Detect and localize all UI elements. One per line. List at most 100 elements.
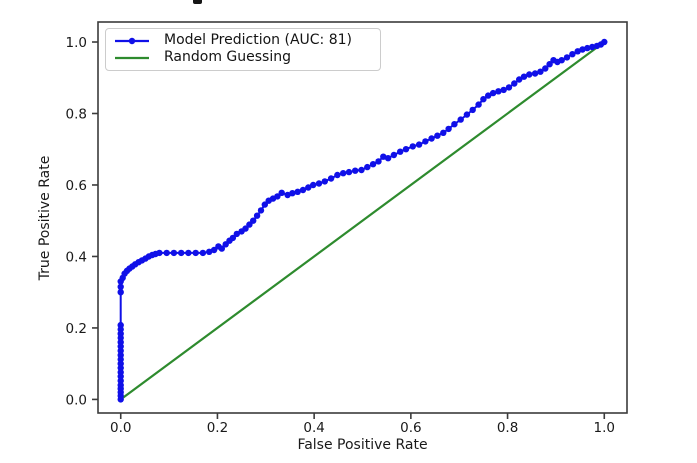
- model-prediction-marker: [250, 217, 257, 224]
- y-tick-label: 0.0: [66, 392, 87, 408]
- model-prediction-marker: [299, 186, 307, 194]
- x-tick-label: 0.8: [497, 420, 518, 436]
- model-prediction-marker: [274, 193, 281, 200]
- model-prediction-marker: [422, 138, 429, 145]
- model-prediction-marker: [334, 171, 341, 179]
- model-prediction-marker: [170, 249, 178, 257]
- model-prediction-marker: [397, 148, 404, 155]
- legend-label-model-prediction: Model Prediction (AUC: 81): [164, 32, 352, 48]
- legend-item-model-prediction: Model Prediction (AUC: 81): [114, 32, 372, 49]
- model-prediction-marker: [242, 225, 249, 232]
- cropped-title-remnant-mark: [193, 0, 202, 4]
- model-prediction-marker: [315, 180, 323, 187]
- model-prediction-marker: [358, 166, 365, 174]
- model-prediction-marker: [340, 170, 347, 177]
- model-prediction-marker: [384, 155, 392, 162]
- model-prediction-marker: [475, 101, 482, 108]
- x-tick-label: 0.0: [110, 420, 131, 436]
- model-prediction-marker: [117, 289, 124, 296]
- model-prediction-marker: [185, 249, 192, 257]
- model-prediction-marker: [218, 245, 225, 252]
- random-guessing-line: [119, 40, 606, 401]
- model-prediction-marker: [163, 249, 170, 257]
- model-prediction-marker: [511, 80, 518, 87]
- model-prediction-marker: [574, 48, 581, 55]
- model-prediction-marker: [428, 135, 435, 142]
- model-prediction-marker: [352, 167, 359, 174]
- y-tick-label: 0.4: [66, 249, 87, 265]
- model-prediction-marker: [500, 86, 507, 94]
- model-prediction-marker: [178, 249, 185, 257]
- model-prediction-marker: [117, 321, 124, 329]
- model-prediction-marker: [505, 84, 513, 91]
- model-prediction-marker: [440, 129, 447, 136]
- model-prediction-marker: [434, 132, 441, 139]
- model-prediction-marker: [415, 141, 423, 148]
- model-prediction-marker: [563, 54, 571, 61]
- model-prediction-marker: [495, 88, 502, 95]
- model-prediction-marker: [480, 96, 487, 103]
- x-tick-label: 1.0: [594, 420, 615, 436]
- model-prediction-marker: [463, 111, 471, 118]
- model-prediction-marker: [558, 57, 565, 64]
- model-prediction-marker: [156, 249, 163, 257]
- model-prediction-marker: [601, 38, 608, 46]
- legend: Model Prediction (AUC: 81) Random Guessin…: [105, 28, 381, 71]
- model-prediction-marker: [409, 143, 416, 150]
- model-prediction-marker: [206, 248, 213, 255]
- model-prediction-marker: [579, 46, 586, 53]
- y-tick-label: 0.6: [66, 178, 87, 194]
- x-tick-label: 0.2: [207, 420, 228, 436]
- model-prediction-marker: [257, 207, 265, 214]
- legend-swatch-model-prediction: [115, 37, 149, 44]
- model-prediction-marker: [569, 51, 576, 58]
- model-prediction-marker: [364, 163, 371, 171]
- model-prediction-marker: [451, 121, 458, 128]
- y-axis-label: True Positive Rate: [37, 155, 53, 281]
- x-tick-label: 0.4: [303, 420, 324, 436]
- model-prediction-marker: [229, 234, 237, 242]
- model-prediction-marker: [402, 146, 410, 153]
- model-prediction-marker: [117, 283, 124, 290]
- model-prediction-marker: [589, 43, 596, 51]
- model-prediction-marker: [278, 189, 285, 196]
- model-prediction-marker: [445, 125, 452, 133]
- x-tick-label: 0.6: [400, 420, 421, 436]
- legend-label-random-guessing: Random Guessing: [164, 49, 291, 65]
- model-prediction-marker: [469, 106, 476, 114]
- model-prediction-marker: [310, 181, 317, 189]
- y-tick-label: 1.0: [66, 35, 87, 51]
- model-prediction-marker: [390, 151, 398, 159]
- model-prediction-marker: [321, 178, 328, 185]
- model-prediction-marker: [380, 153, 387, 160]
- model-prediction-marker: [192, 249, 199, 257]
- x-axis-label: False Positive Rate: [297, 437, 428, 453]
- model-prediction-marker: [520, 73, 528, 80]
- model-prediction-marker: [489, 89, 497, 97]
- legend-marker-swatch: [128, 37, 136, 44]
- model-prediction-marker: [485, 92, 492, 99]
- model-prediction-marker: [546, 60, 553, 68]
- model-prediction-marker: [457, 116, 464, 123]
- model-prediction-marker: [261, 201, 268, 208]
- model-prediction-marker: [542, 65, 549, 72]
- axes-spines: [97, 21, 628, 414]
- y-tick-label: 0.2: [66, 321, 87, 337]
- model-prediction-marker: [294, 188, 301, 195]
- model-prediction-marker: [253, 212, 261, 219]
- y-tick-label: 0.8: [66, 106, 87, 122]
- model-prediction-marker: [199, 249, 207, 257]
- model-prediction-marker: [537, 68, 544, 75]
- model-prediction-marker: [284, 191, 291, 199]
- model-prediction-marker: [526, 71, 533, 78]
- model-prediction-marker: [233, 230, 240, 238]
- model-prediction-marker: [327, 175, 335, 182]
- model-prediction-marker: [345, 168, 353, 176]
- model-prediction-marker: [289, 190, 296, 197]
- legend-item-random-guessing: Random Guessing: [114, 49, 372, 66]
- legend-swatch-random-guessing: [115, 56, 149, 59]
- model-prediction-marker: [375, 158, 382, 165]
- model-prediction-marker: [305, 184, 312, 191]
